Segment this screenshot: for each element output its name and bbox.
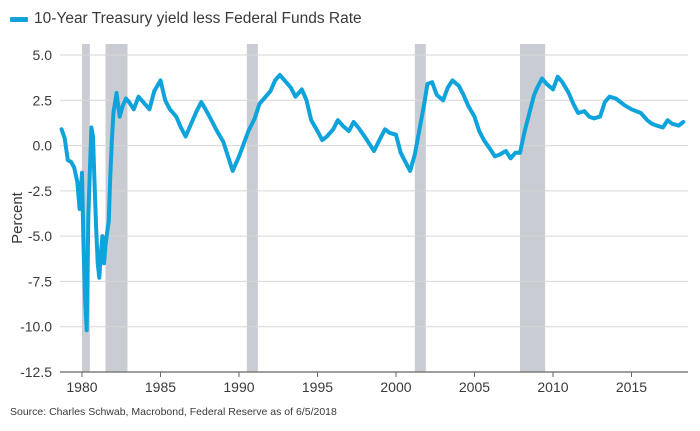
x-tick-label: 1980 (66, 379, 97, 395)
gridlines (60, 54, 688, 373)
x-tick-label: 2005 (459, 379, 490, 395)
y-tick-label: -10.0 (20, 319, 52, 335)
y-tick-label: 5.0 (33, 47, 53, 63)
recession-band-5 (520, 44, 546, 372)
y-tick-label: -7.5 (28, 273, 52, 289)
source-note: Source: Charles Schwab, Macrobond, Feder… (10, 406, 337, 418)
x-tick-label: 1990 (223, 379, 254, 395)
x-axis: 1980 1985 1990 1995 2000 2005 2010 2015 (60, 371, 688, 395)
y-tick-label: 2.5 (33, 92, 53, 108)
series-line-1 (59, 72, 686, 333)
recession-bands (81, 44, 546, 372)
y-tick-label: 0.0 (33, 138, 53, 154)
y-tick-label: -12.5 (20, 364, 52, 380)
legend-swatch (10, 16, 28, 22)
x-tick-label: 1985 (145, 379, 176, 395)
x-tick-label: 2010 (537, 379, 568, 395)
y-tick-label: -2.5 (28, 183, 52, 199)
y-axis-label: Percent (9, 191, 26, 244)
line-chart: 5.0 2.5 0.0 -2.5 -5.0 -7.5 -10.0 -12.5 1980 1985… (9, 44, 688, 395)
recession-band-1 (81, 44, 90, 372)
series-layer (59, 72, 686, 333)
chart-legend: 10-Year Treasury yield less Federal Fund… (10, 8, 362, 30)
x-tick-label: 2015 (616, 379, 647, 395)
recession-band-3 (246, 44, 258, 372)
y-axis-ticks: 5.0 2.5 0.0 -2.5 -5.0 -7.5 -10.0 -12.5 (20, 47, 52, 380)
recession-band-4 (414, 44, 426, 372)
x-tick-label: 2000 (380, 379, 411, 395)
y-tick-label: -5.0 (28, 228, 52, 244)
x-tick-label: 1995 (302, 379, 333, 395)
legend-label: 10-Year Treasury yield less Federal Fund… (34, 10, 362, 27)
